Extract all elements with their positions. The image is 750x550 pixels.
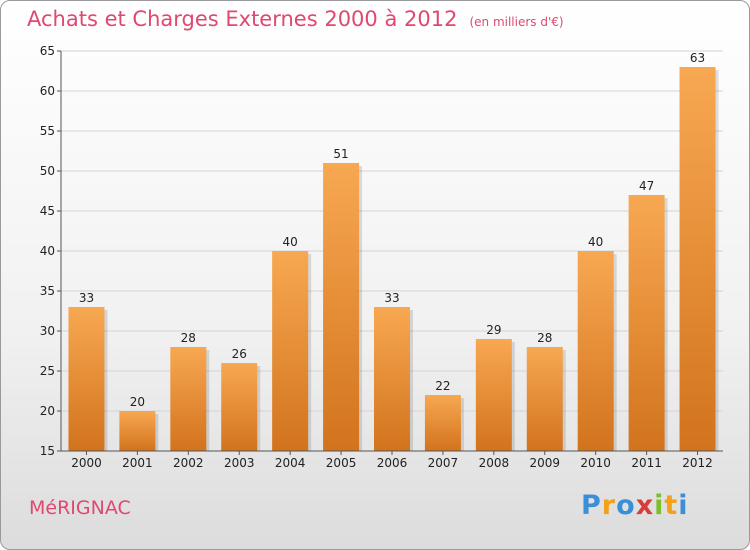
x-tick-label: 2009	[529, 456, 560, 470]
axes	[57, 50, 723, 455]
y-tick-label: 25	[40, 364, 55, 378]
bar-2004	[272, 251, 309, 451]
x-tick-label: 2002	[173, 456, 204, 470]
y-tick-label: 20	[40, 404, 55, 418]
data-label: 33	[384, 291, 399, 305]
data-label: 51	[333, 147, 348, 161]
data-label: 28	[537, 331, 552, 345]
logo-letter: i	[678, 490, 689, 521]
bar-2000	[68, 307, 105, 451]
logo-letter: t	[664, 490, 679, 521]
data-label: 40	[588, 235, 603, 249]
data-label: 28	[181, 331, 196, 345]
y-tick-label: 30	[40, 324, 55, 338]
bar-2002	[170, 347, 207, 451]
bar-2005	[323, 163, 360, 451]
chart-title: Achats et Charges Externes 2000 à 2012 (e…	[27, 7, 564, 31]
x-tick-label: 2006	[377, 456, 408, 470]
bar-2009	[526, 347, 563, 451]
bars	[68, 67, 719, 451]
labels: 15 20 25 30 35 40 45 50 55 60 65 33 2000 20 2001 28 2002…	[40, 44, 713, 470]
logo-letter: P	[581, 490, 602, 521]
x-tick-label: 2011	[631, 456, 662, 470]
x-tick-label: 2004	[275, 456, 306, 470]
unit-label: (en milliers d'€)	[469, 15, 564, 29]
bar-2011	[628, 195, 665, 451]
proxiti-logo: Proxiti	[581, 490, 689, 521]
y-tick-label: 35	[40, 284, 55, 298]
y-tick-label: 60	[40, 84, 55, 98]
title-text: Achats et Charges Externes 2000 à 2012	[27, 7, 458, 31]
x-tick-label: 2008	[479, 456, 510, 470]
logo-letter: x	[635, 490, 655, 521]
y-tick-label: 65	[40, 44, 55, 58]
data-label: 63	[690, 51, 705, 65]
data-label: 33	[79, 291, 94, 305]
y-tick-label: 40	[40, 244, 55, 258]
bar-2010	[577, 251, 614, 451]
bar-2008	[475, 339, 512, 451]
x-tick-label: 2005	[326, 456, 357, 470]
data-label: 20	[130, 395, 145, 409]
city-name: MéRIGNAC	[29, 497, 131, 519]
x-tick-label: 2003	[224, 456, 255, 470]
logo-letter: i	[654, 490, 665, 521]
logo-letter: r	[601, 490, 617, 521]
data-label: 22	[435, 379, 450, 393]
data-label: 47	[639, 179, 654, 193]
bar-2012	[679, 67, 716, 451]
logo-letter: o	[616, 490, 636, 521]
x-tick-label: 2000	[71, 456, 102, 470]
y-tick-label: 45	[40, 204, 55, 218]
bar-2001	[119, 411, 156, 451]
data-label: 40	[283, 235, 298, 249]
bar-2003	[221, 363, 258, 451]
bar-2007	[424, 395, 461, 451]
y-tick-label: 55	[40, 124, 55, 138]
x-tick-label: 2012	[682, 456, 713, 470]
y-tick-label: 15	[40, 444, 55, 458]
y-tick-label: 50	[40, 164, 55, 178]
data-label: 26	[232, 347, 247, 361]
x-tick-label: 2010	[580, 456, 611, 470]
x-tick-label: 2007	[428, 456, 459, 470]
x-tick-label: 2001	[122, 456, 153, 470]
bar-2006	[374, 307, 410, 451]
data-label: 29	[486, 323, 501, 337]
